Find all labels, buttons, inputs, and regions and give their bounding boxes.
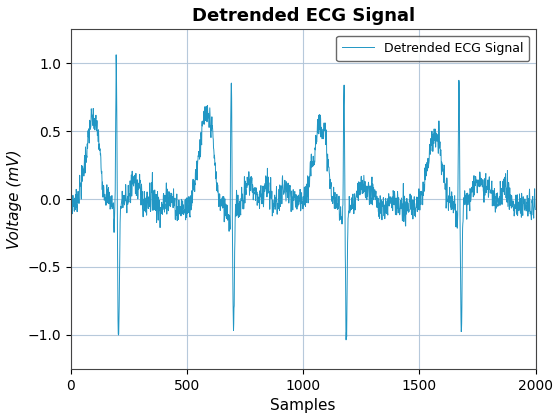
Line: Detrended ECG Signal: Detrended ECG Signal: [71, 55, 535, 340]
Detrended ECG Signal: [113, 52, 119, 58]
X-axis label: Samples: Samples: [270, 398, 336, 413]
Detrended ECG Signal: [519, 210, 525, 215]
Legend: Detrended ECG Signal: Detrended ECG Signal: [336, 36, 529, 61]
Detrended ECG Signal: [91, 116, 98, 121]
Detrended ECG Signal: [519, 202, 526, 207]
Y-axis label: Voltage (mV): Voltage (mV): [7, 149, 22, 249]
Detrended ECG Signal: [433, 139, 440, 144]
Title: Detrended ECG Signal: Detrended ECG Signal: [192, 7, 415, 25]
Detrended ECG Signal: [532, 207, 539, 212]
Detrended ECG Signal: [68, 186, 74, 191]
Detrended ECG Signal: [293, 207, 300, 212]
Detrended ECG Signal: [343, 337, 349, 342]
Detrended ECG Signal: [281, 182, 288, 187]
